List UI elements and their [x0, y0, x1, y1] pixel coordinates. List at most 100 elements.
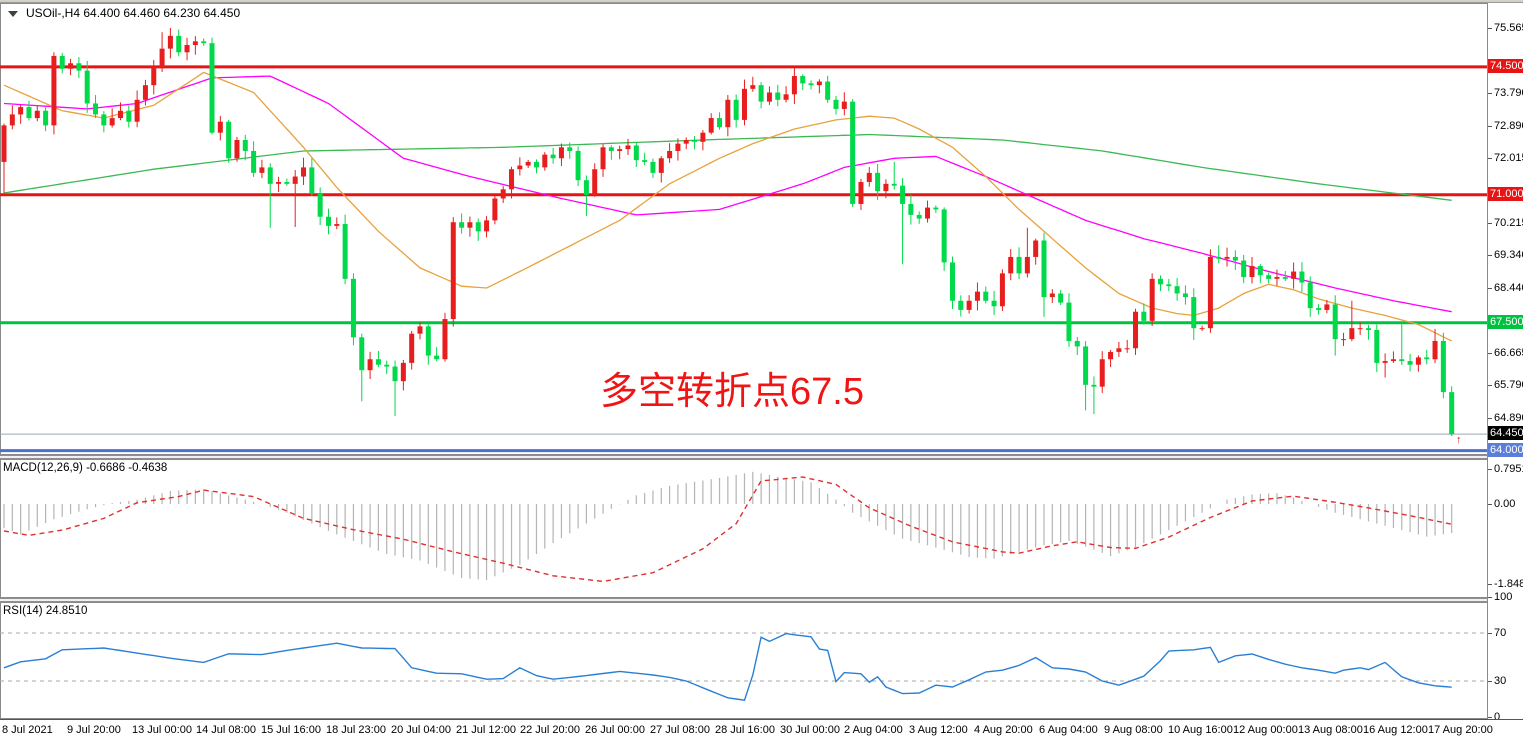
date-label: 20 Jul 04:00: [391, 724, 451, 736]
price-tick-label: 72.890: [1494, 120, 1523, 132]
candle-body: [1108, 351, 1114, 360]
candle-body: [617, 149, 623, 151]
candle-body: [1049, 293, 1055, 298]
candle-body: [442, 319, 448, 360]
candle-body: [1241, 260, 1247, 278]
candle-body: [633, 145, 639, 161]
candle-body: [533, 161, 539, 168]
candle-body: [242, 139, 248, 151]
candle-body: [384, 364, 390, 367]
candle-body: [450, 222, 456, 320]
price-tick-label: 70.215: [1494, 217, 1523, 229]
date-label: 9 Jul 20:00: [67, 724, 121, 736]
candle-body: [192, 41, 198, 45]
date-label: 10 Aug 16:00: [1168, 724, 1233, 736]
candle-body: [958, 300, 964, 310]
axis-tick: [1488, 126, 1492, 127]
candle-body: [251, 150, 257, 173]
candle-body: [758, 85, 764, 102]
axis-tick: [1488, 681, 1492, 682]
price-badge: 67.500: [1488, 315, 1523, 329]
price-tick-label: 66.665: [1494, 347, 1523, 359]
candle-body: [625, 145, 631, 150]
candle-body: [683, 139, 689, 144]
candle-body: [375, 359, 381, 365]
candle-body: [18, 107, 24, 115]
candle-body: [1224, 256, 1230, 259]
candle-body: [825, 81, 831, 100]
candle-body: [1, 125, 7, 162]
candle-body: [1415, 357, 1421, 365]
candle-body: [325, 216, 331, 226]
candle-body: [184, 44, 190, 53]
candle-body: [1149, 278, 1155, 321]
macd-panel: [0, 459, 1487, 598]
candle-body: [292, 176, 298, 184]
macd-tick-label: 0.00: [1494, 498, 1516, 510]
chevron-down-icon[interactable]: [8, 10, 18, 17]
axis-tick: [1488, 633, 1492, 634]
candle-body: [1374, 330, 1380, 363]
date-label: 27 Jul 08:00: [650, 724, 710, 736]
macd-tick-label: 0.7951: [1494, 463, 1523, 475]
axis-tick: [1488, 158, 1492, 159]
candle-body: [808, 83, 814, 86]
candle-body: [1008, 256, 1014, 274]
time-axis: 8 Jul 2021 9 Jul 20:00 13 Jul 00:00 14 Jul …: [0, 719, 1523, 743]
candle-body: [1291, 271, 1297, 279]
panel-splitter-1[interactable]: [0, 455, 1523, 459]
candle-body: [1365, 328, 1371, 331]
candle-body: [359, 337, 365, 371]
candle-body: [733, 99, 739, 120]
candle-body: [675, 143, 681, 151]
axis-tick: [1488, 255, 1492, 256]
date-label: 3 Aug 12:00: [909, 724, 968, 736]
candle-body: [1016, 256, 1022, 274]
date-label: 13 Aug 08:00: [1298, 724, 1363, 736]
candle-body: [1124, 348, 1130, 350]
date-label: 16 Aug 12:00: [1363, 724, 1428, 736]
candle-body: [392, 366, 398, 382]
candle-body: [1316, 308, 1322, 310]
candle-body: [234, 139, 240, 159]
candle-body: [791, 76, 797, 95]
candle-body: [459, 222, 465, 228]
candle-body: [484, 220, 490, 232]
candle-body: [1174, 286, 1180, 294]
candle-body: [1058, 293, 1064, 303]
candle-body: [608, 147, 614, 151]
panel-splitter-2[interactable]: [0, 598, 1523, 602]
candle-body: [567, 147, 573, 151]
macd-signal-line: [3, 476, 1452, 583]
candle-body: [667, 150, 673, 159]
candle-body: [1266, 275, 1272, 279]
candle-body: [1274, 277, 1280, 279]
date-label: 26 Jul 00:00: [585, 724, 645, 736]
candle-body: [43, 110, 49, 126]
candle-body: [1257, 266, 1263, 276]
axis-tick: [1488, 584, 1492, 585]
candle-body: [833, 99, 839, 109]
candle-body: [1074, 340, 1080, 347]
axis-tick: [1488, 469, 1492, 470]
candle-body: [925, 207, 931, 219]
candle-body: [1066, 302, 1072, 341]
price-tick-label: 64.890: [1494, 412, 1523, 424]
candle-body: [966, 300, 972, 310]
candle-body: [1299, 271, 1305, 283]
price-badge: 74.500: [1488, 59, 1523, 73]
candle-body: [176, 35, 182, 53]
rsi-label: RSI(14) 24.8510: [3, 605, 88, 617]
candle-body: [916, 214, 922, 219]
candle-body: [517, 165, 523, 170]
price-tick-label: 75.565: [1494, 22, 1523, 34]
date-label: 9 Aug 08:00: [1104, 724, 1163, 736]
candle-body: [509, 169, 515, 190]
date-label: 12 Aug 00:00: [1233, 724, 1298, 736]
ask-arrow-icon: ↑: [1456, 434, 1462, 446]
date-label: 18 Jul 23:00: [326, 724, 386, 736]
candle-body: [9, 114, 15, 126]
candle-body: [1424, 357, 1430, 360]
candle-body: [425, 326, 431, 356]
candle-body: [983, 291, 989, 301]
